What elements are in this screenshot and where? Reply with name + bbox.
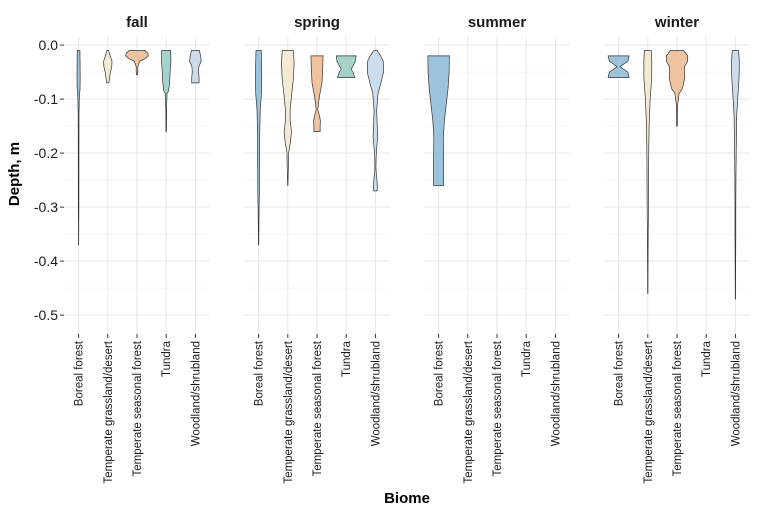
violin-spring-0 xyxy=(255,50,263,246)
y-tick-label: -0.4 xyxy=(34,253,58,269)
y-tick-label: -0.5 xyxy=(34,307,58,323)
facet-fall: fall Boreal forest Temperate grassland/des… xyxy=(64,14,210,484)
x-tick-label: Boreal forest xyxy=(614,340,626,406)
violin-winter-0 xyxy=(607,55,630,78)
violin-fall-1 xyxy=(103,50,113,84)
violin-spring-1 xyxy=(281,50,295,186)
facet-title: winter xyxy=(654,14,699,31)
violin-fall-4 xyxy=(189,50,202,84)
x-tick-label: Temperate seasonal forest xyxy=(132,340,144,476)
x-tick-label: Tundra xyxy=(341,340,353,377)
x-tick-label: Woodland/shrubland xyxy=(730,341,742,446)
facet-summer: summer Boreal forest Temperate grassland/d… xyxy=(424,14,570,484)
y-tick-label: -0.1 xyxy=(34,91,58,107)
y-tick-label: 0.0 xyxy=(39,37,59,53)
facet-title: summer xyxy=(468,14,527,31)
x-tick-label: Tundra xyxy=(521,340,533,377)
y-axis: 0.0 -0.1 -0.2 -0.3 -0.4 -0.5 xyxy=(34,37,64,323)
violin-winter-1 xyxy=(643,50,653,294)
facet-winter: winter Boreal forest Temperate grassland/d… xyxy=(604,14,750,484)
facet-title: fall xyxy=(126,14,148,31)
x-axis-title: Biome xyxy=(384,490,430,507)
x-tick-label: Temperate grassland/desert xyxy=(643,340,655,483)
facet-spring: spring Boreal forest Temperate grassland/d… xyxy=(244,14,390,484)
x-tick-label: Tundra xyxy=(701,340,713,377)
violin-spring-4 xyxy=(366,50,384,192)
x-tick-label: Temperate grassland/desert xyxy=(103,340,115,483)
x-tick-label: Temperate grassland/desert xyxy=(283,340,295,483)
violin-winter-4 xyxy=(731,50,740,300)
violin-spring-3 xyxy=(335,55,357,78)
violin-winter-2 xyxy=(665,50,689,127)
x-tick-label: Woodland/shrubland xyxy=(370,341,382,446)
y-tick-label: -0.2 xyxy=(34,145,58,161)
x-tick-label: Tundra xyxy=(161,340,173,377)
x-tick-label: Woodland/shrubland xyxy=(190,341,202,446)
x-tick-label: Boreal forest xyxy=(74,340,86,406)
x-tick-label: Temperate grassland/desert xyxy=(463,340,475,483)
violin-summer-0 xyxy=(427,55,450,186)
violin-spring-2 xyxy=(310,55,324,132)
facet-title: spring xyxy=(294,14,340,31)
y-axis-title: Depth, m xyxy=(6,142,23,206)
violin-fall-3 xyxy=(161,50,172,132)
x-tick-label: Temperate seasonal forest xyxy=(492,340,504,476)
y-tick-label: -0.3 xyxy=(34,199,58,215)
facet-panels: fall Boreal forest Temperate grassland/des… xyxy=(64,14,750,484)
violin-fall-0 xyxy=(76,50,81,246)
x-tick-label: Boreal forest xyxy=(434,340,446,406)
violin-fall-2 xyxy=(125,50,149,76)
x-tick-label: Temperate seasonal forest xyxy=(672,340,684,476)
x-tick-label: Woodland/shrubland xyxy=(550,341,562,446)
x-tick-label: Temperate seasonal forest xyxy=(312,340,324,476)
x-tick-label: Boreal forest xyxy=(254,340,266,406)
